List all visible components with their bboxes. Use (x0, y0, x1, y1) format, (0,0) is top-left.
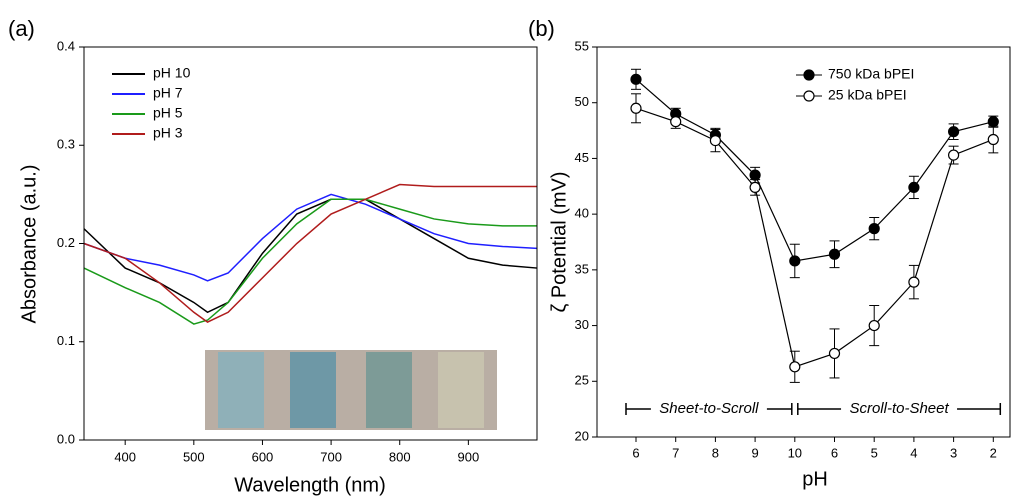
data-point (630, 73, 642, 85)
legend-label: 750 kDa bPEI (828, 66, 914, 82)
x-tick-label: 3 (950, 445, 957, 460)
legend-marker (803, 69, 815, 81)
spectrum-line (83, 193, 538, 282)
legend-label: pH 5 (153, 105, 183, 121)
panel-label: (a) (8, 16, 35, 41)
data-point (868, 223, 880, 235)
legend-label: 25 kDa bPEI (828, 87, 907, 103)
x-tick-label: 900 (458, 449, 480, 464)
y-tick-label: 25 (575, 373, 589, 388)
data-point (709, 135, 722, 147)
y-tick-label: 20 (575, 428, 589, 443)
x-tick-label: 800 (389, 449, 411, 464)
annotation: Sheet-to-Scroll (659, 400, 759, 417)
data-point (749, 169, 761, 181)
vial (290, 352, 336, 428)
y-tick-label: 40 (575, 206, 589, 221)
x-tick-label: 6 (632, 445, 639, 460)
y-tick-label: 0.0 (57, 431, 75, 446)
y-tick-label: 0.4 (57, 38, 75, 53)
x-tick-label: 2 (990, 445, 997, 460)
x-axis-label: Wavelength (nm) (234, 474, 386, 496)
y-axis-label: ζ Potential (mV) (548, 171, 570, 312)
legend-label: pH 7 (153, 85, 183, 101)
y-axis-label: Absorbance (a.u.) (18, 165, 40, 324)
x-tick-label: 600 (252, 449, 274, 464)
y-tick-label: 45 (575, 150, 589, 165)
x-tick-label: 4 (910, 445, 917, 460)
legend-label: pH 3 (153, 125, 183, 141)
y-tick-label: 0.3 (57, 137, 75, 152)
x-tick-label: 7 (672, 445, 679, 460)
legend-label: pH 10 (153, 65, 191, 81)
vial (218, 352, 264, 428)
y-tick-label: 55 (575, 38, 589, 53)
spectrum-line (83, 198, 537, 325)
x-tick-label: 5 (871, 445, 878, 460)
spectrum-line (83, 183, 537, 323)
legend-marker (803, 90, 815, 102)
x-tick-label: 500 (183, 449, 205, 464)
x-tick-label: 9 (751, 445, 758, 460)
annotation-bg (841, 399, 958, 419)
inset-photo (205, 350, 497, 430)
x-tick-label: 8 (712, 445, 719, 460)
y-tick-label: 0.2 (57, 235, 75, 250)
data-point (789, 361, 801, 373)
data-point (789, 255, 801, 267)
vial (366, 352, 412, 428)
data-point (987, 116, 999, 128)
x-tick-label: 700 (320, 449, 342, 464)
data-point (828, 248, 841, 260)
vial (438, 352, 484, 428)
x-tick-label: 400 (114, 449, 136, 464)
panel-label: (b) (528, 16, 555, 41)
y-tick-label: 30 (575, 317, 589, 332)
y-tick-label: 0.1 (57, 333, 75, 348)
y-tick-label: 50 (575, 94, 589, 109)
x-axis-label: pH (802, 468, 828, 490)
data-point (908, 276, 920, 288)
data-point (749, 181, 761, 193)
data-point (947, 126, 960, 138)
data-point (987, 133, 999, 146)
plot-frame (596, 46, 1011, 438)
data-point (908, 181, 920, 193)
data-point (947, 149, 960, 161)
annotation: Scroll-to-Sheet (849, 400, 949, 417)
series-line (635, 107, 994, 368)
data-point (670, 116, 682, 128)
data-point (868, 319, 880, 332)
x-tick-label: 10 (788, 445, 802, 460)
series-line (635, 78, 994, 262)
spectrum-line (83, 198, 538, 314)
data-point (630, 102, 642, 114)
data-point (828, 347, 841, 360)
annotation-bg (650, 399, 767, 419)
y-tick-label: 35 (575, 261, 589, 276)
x-tick-label: 6 (831, 445, 838, 460)
